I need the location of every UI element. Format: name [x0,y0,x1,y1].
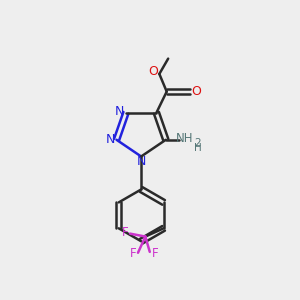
Text: O: O [191,85,201,98]
Text: F: F [129,248,136,260]
Text: NH: NH [176,132,193,145]
Text: N: N [136,155,146,168]
Text: O: O [148,65,158,78]
Text: F: F [152,247,158,260]
Text: F: F [122,226,128,239]
Text: H: H [194,143,202,153]
Text: N: N [115,105,124,118]
Text: N: N [105,133,115,146]
Text: 2: 2 [194,138,201,148]
